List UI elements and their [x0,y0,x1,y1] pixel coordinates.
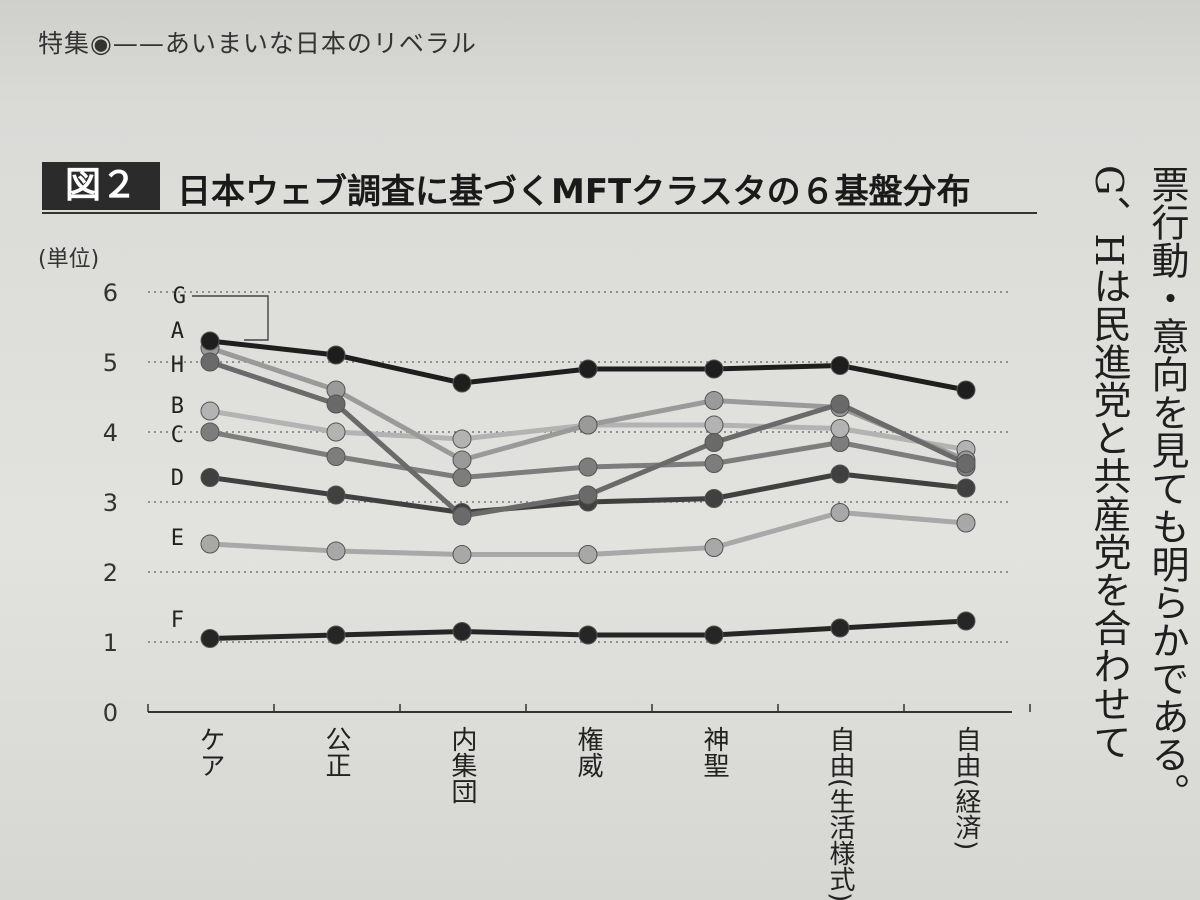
series-g-leader-line [192,295,269,341]
series-label-H: H [171,353,184,378]
series-label-E: E [171,526,184,551]
data-point-G [452,450,472,470]
x-category-label: ケア [195,726,225,778]
data-point-C [326,447,346,466]
data-point-D [200,468,220,487]
data-point-E [452,545,472,564]
data-point-D [830,464,850,484]
data-point-E [578,545,598,564]
data-point-E [200,534,220,554]
data-point-A [830,356,850,375]
figure-number-badge: 図２ [42,162,160,210]
y-tick-label: 0 [103,699,118,727]
data-point-B [704,415,724,435]
data-point-F [704,625,724,645]
x-category-label: 公正 [321,726,351,778]
y-tick-label: 6 [103,279,118,307]
series-label-A: A [171,319,184,344]
data-point-E [704,538,724,557]
x-category-label: 自由(経済) [951,726,981,850]
data-point-C [200,422,220,442]
y-tick-label: 2 [103,559,118,587]
data-point-E [326,541,346,561]
series-label-G: G [173,284,186,309]
series-label-F: F [171,608,184,633]
data-point-F [200,629,220,648]
data-point-G [704,391,724,410]
y-tick-label: 3 [103,489,118,517]
x-category-label: 自由(生活様式) [825,726,855,900]
body-text-column-1: 票行動・意向を見ても明らかである。 [1145,165,1189,811]
x-category-label: 内集団 [447,726,477,804]
y-tick-label: 4 [103,419,118,447]
data-point-E [956,513,976,533]
figure-title: 日本ウェブ調査に基づくMFTクラスタの６基盤分布 [177,172,971,212]
data-point-F [830,618,850,638]
data-point-D [704,489,724,508]
x-category-label: 神聖 [699,726,729,778]
data-point-A [200,331,220,351]
data-point-F [452,622,472,641]
y-tick-label: 1 [103,629,118,657]
data-point-H [578,485,598,505]
data-point-A [326,345,346,365]
data-point-C [704,454,724,473]
figure-title-bar: 図２ 日本ウェブ調査に基づくMFTクラスタの６基盤分布 [42,160,1037,214]
data-point-B [452,429,472,449]
data-point-F [326,625,346,645]
data-point-H [326,394,346,414]
data-point-A [578,359,598,379]
running-header: 特集◉——あいまいな日本のリベラル [38,29,477,58]
x-category-label: 権威 [573,726,603,778]
data-point-H [704,433,724,452]
data-point-B [326,422,346,442]
body-text-column-2: G、Hは民進党と共産党を合わせて [1087,165,1131,761]
series-label-C: C [171,423,184,448]
y-unit-label: (単位) [38,247,99,272]
data-point-H [200,352,220,372]
data-point-C [578,457,598,477]
data-point-F [578,625,598,645]
data-point-A [452,373,472,393]
data-point-B [830,419,850,438]
y-tick-label: 5 [103,349,118,377]
data-point-A [704,359,724,379]
data-point-C [452,468,472,487]
data-point-H [830,394,850,414]
data-point-E [830,503,850,522]
data-point-D [956,478,976,498]
data-point-G [578,415,598,435]
data-point-A [956,380,976,400]
series-label-B: B [171,394,184,419]
data-point-D [326,485,346,505]
data-point-F [956,611,976,631]
data-point-H [956,454,976,473]
series-label-D: D [171,466,184,491]
data-point-B [200,401,220,421]
data-point-H [452,506,472,526]
